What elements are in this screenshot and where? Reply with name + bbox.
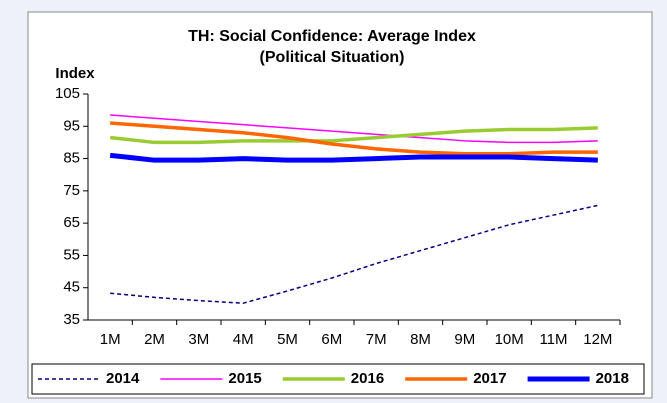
chart-title: TH: Social Confidence: Average Index	[188, 28, 476, 45]
x-tick-label: 7M	[366, 331, 387, 348]
series-line	[110, 204, 598, 304]
y-tick-label: 75	[63, 182, 80, 199]
legend-label: 2014	[106, 370, 140, 387]
y-tick-label: 55	[63, 246, 80, 263]
legend-label: 2015	[228, 370, 261, 387]
series-line	[109, 126, 598, 145]
legend-label: 2018	[596, 370, 629, 387]
legend-label: 2016	[351, 370, 384, 387]
series-line	[110, 121, 598, 156]
chart-frame	[27, 11, 653, 399]
x-tick-label: 5M	[277, 331, 298, 348]
x-tick-label: 3M	[188, 331, 209, 348]
x-tick-label: 11M	[539, 331, 567, 348]
x-tick-label: 2M	[144, 331, 165, 348]
y-tick-label: 45	[63, 279, 80, 296]
x-tick-label: 4M	[233, 331, 254, 348]
y-tick-label: 35	[63, 311, 80, 328]
series-line	[109, 152, 598, 163]
y-tick-label: 65	[63, 214, 80, 231]
y-axis-label: Index	[55, 65, 95, 82]
x-tick-label: 1M	[100, 331, 121, 348]
y-tick-label: 105	[55, 85, 80, 102]
chart-subtitle: (Political Situation)	[260, 49, 405, 66]
y-tick-label: 85	[63, 150, 80, 167]
x-tick-label: 12M	[583, 331, 612, 348]
x-tick-label: 9M	[454, 331, 475, 348]
x-tick-label: 8M	[410, 331, 431, 348]
x-tick-label: 10M	[495, 331, 524, 348]
series-line	[110, 114, 598, 144]
y-tick-label: 95	[63, 117, 80, 134]
legend-label: 2017	[473, 370, 506, 387]
x-tick-label: 6M	[321, 331, 342, 348]
